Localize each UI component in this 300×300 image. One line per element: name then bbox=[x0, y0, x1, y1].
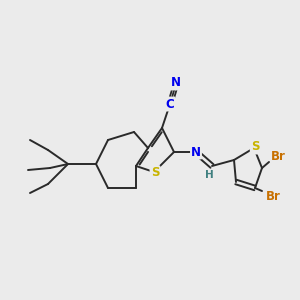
Text: S: S bbox=[151, 167, 159, 179]
Text: S: S bbox=[251, 140, 259, 154]
Text: Br: Br bbox=[271, 149, 285, 163]
Text: H: H bbox=[205, 170, 213, 180]
Text: C: C bbox=[166, 98, 174, 110]
Text: N: N bbox=[171, 76, 181, 89]
Text: N: N bbox=[191, 146, 201, 158]
Text: Br: Br bbox=[266, 190, 280, 202]
